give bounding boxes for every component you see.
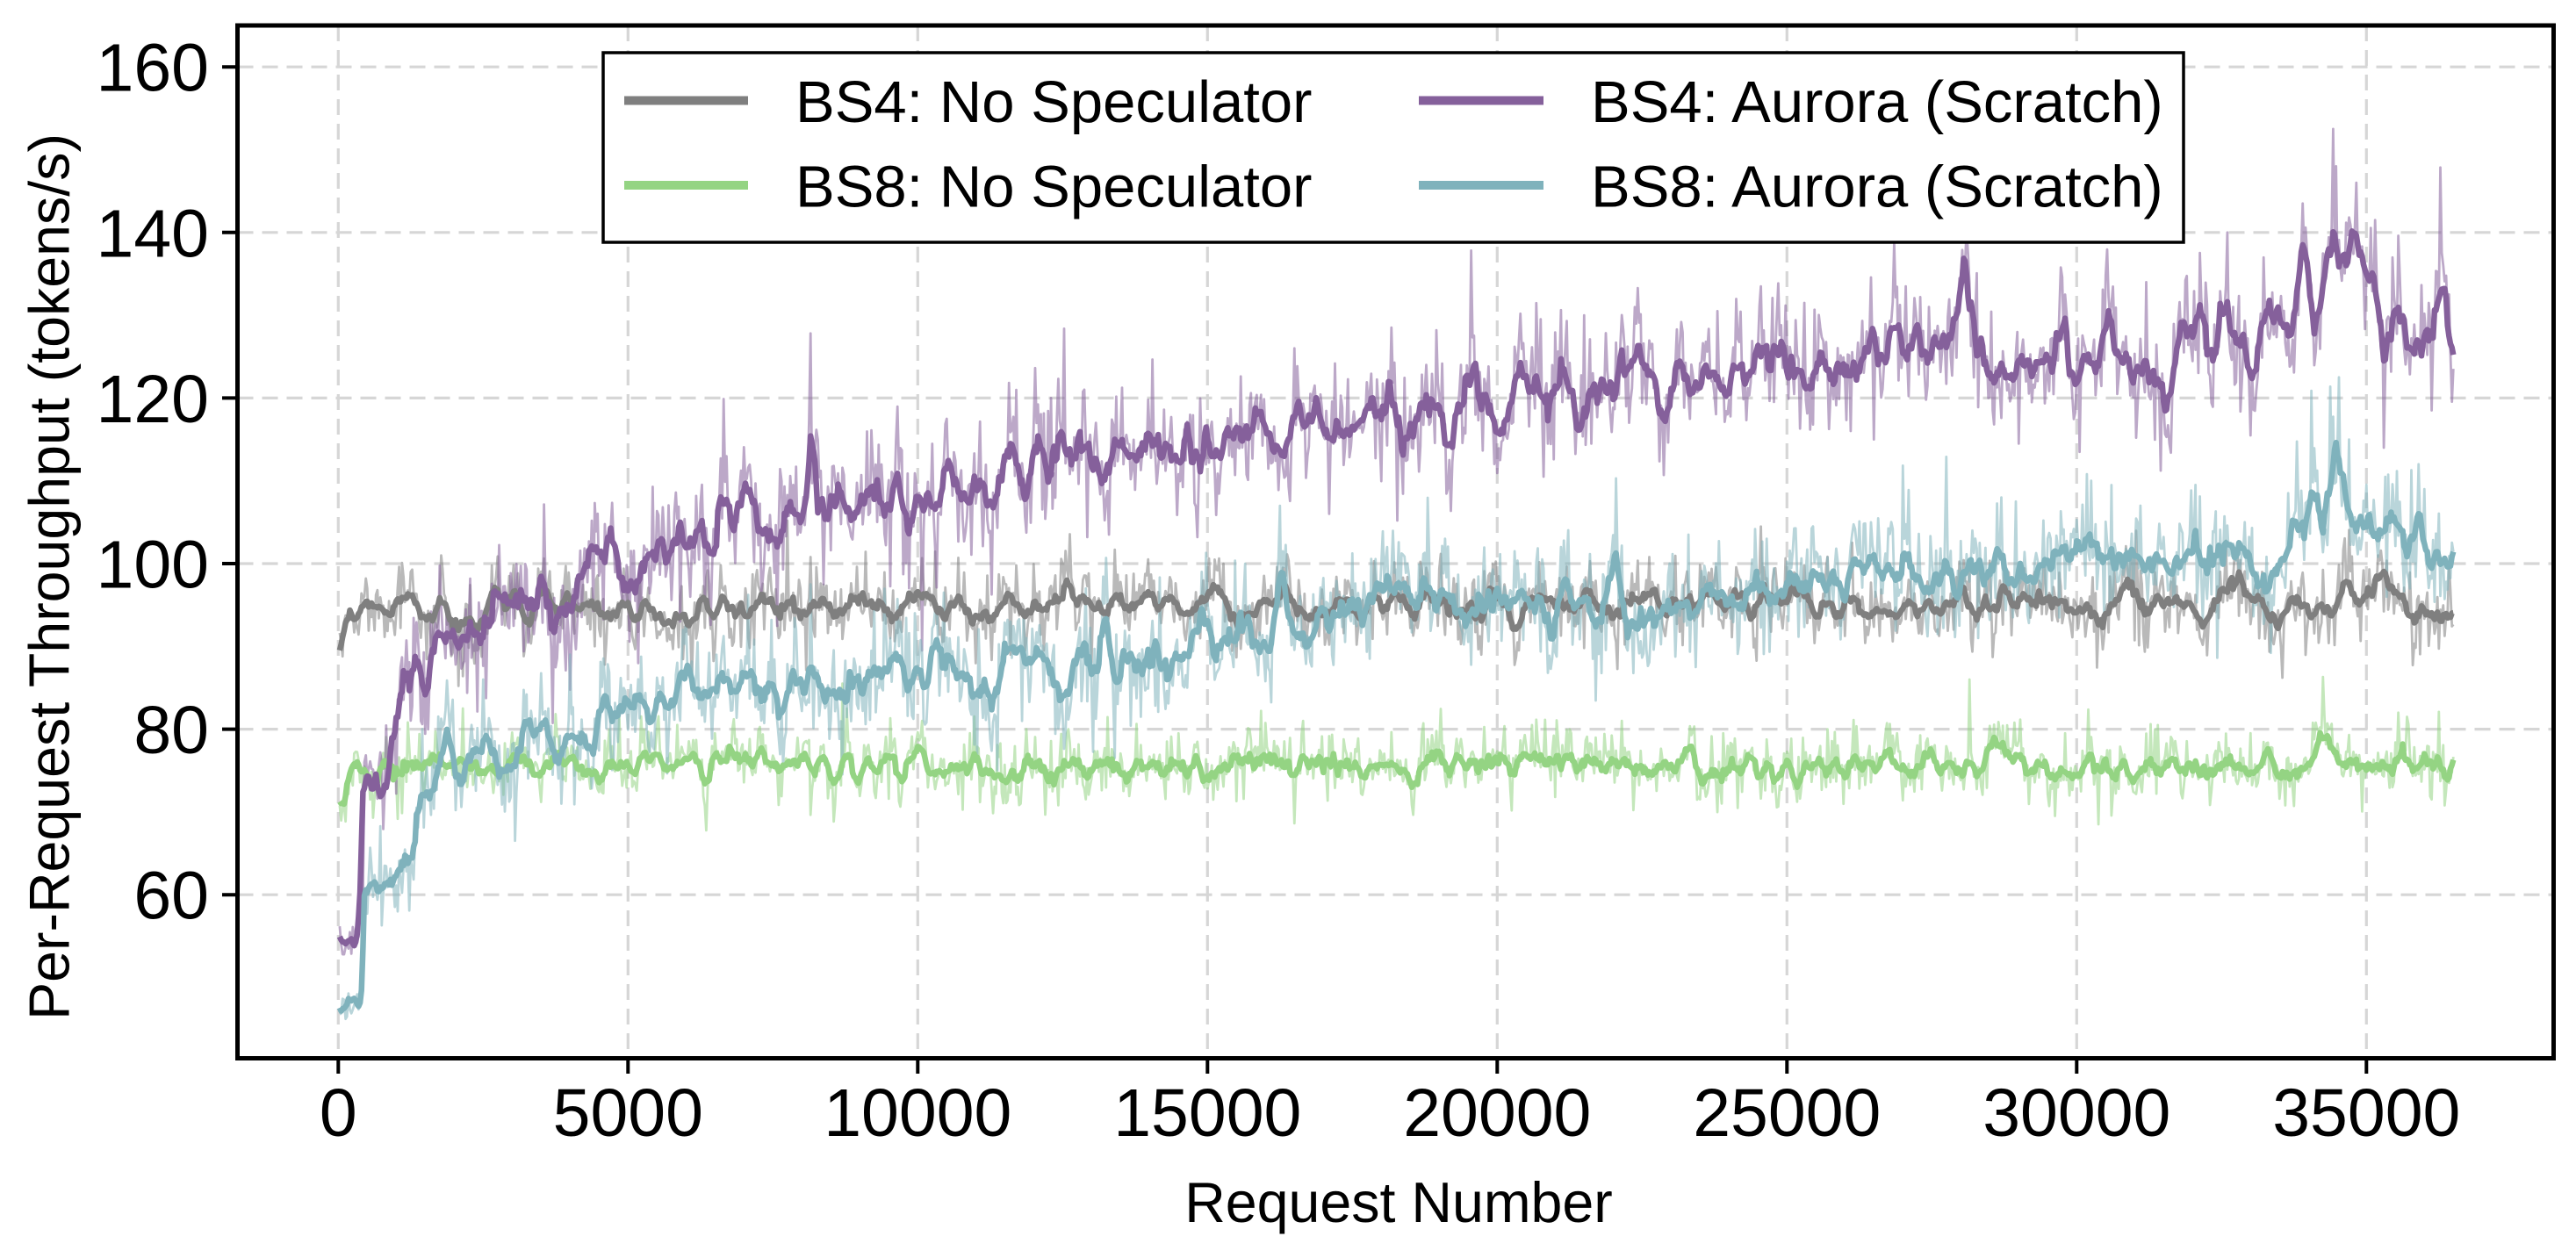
svg-text:10000: 10000 <box>824 1075 1011 1151</box>
svg-text:60: 60 <box>133 859 209 934</box>
svg-text:Request Number: Request Number <box>1184 1171 1613 1234</box>
svg-text:30000: 30000 <box>1982 1075 2170 1151</box>
svg-text:Per-Request Throughput (tokens: Per-Request Throughput (tokens/s) <box>18 133 82 1020</box>
svg-text:0: 0 <box>320 1075 357 1151</box>
svg-text:20000: 20000 <box>1403 1075 1591 1151</box>
svg-text:25000: 25000 <box>1693 1075 1881 1151</box>
svg-text:140: 140 <box>97 196 209 271</box>
svg-text:100: 100 <box>97 528 209 603</box>
svg-text:160: 160 <box>97 31 209 106</box>
svg-text:BS4: Aurora (Scratch): BS4: Aurora (Scratch) <box>1591 69 2163 135</box>
svg-text:BS8: No Speculator: BS8: No Speculator <box>795 155 1312 220</box>
svg-text:5000: 5000 <box>553 1075 703 1151</box>
svg-text:15000: 15000 <box>1113 1075 1301 1151</box>
svg-text:35000: 35000 <box>2272 1075 2460 1151</box>
svg-text:120: 120 <box>97 362 209 437</box>
svg-text:80: 80 <box>133 693 209 768</box>
svg-text:BS8: Aurora (Scratch): BS8: Aurora (Scratch) <box>1591 155 2163 220</box>
svg-text:BS4: No Speculator: BS4: No Speculator <box>795 69 1312 135</box>
